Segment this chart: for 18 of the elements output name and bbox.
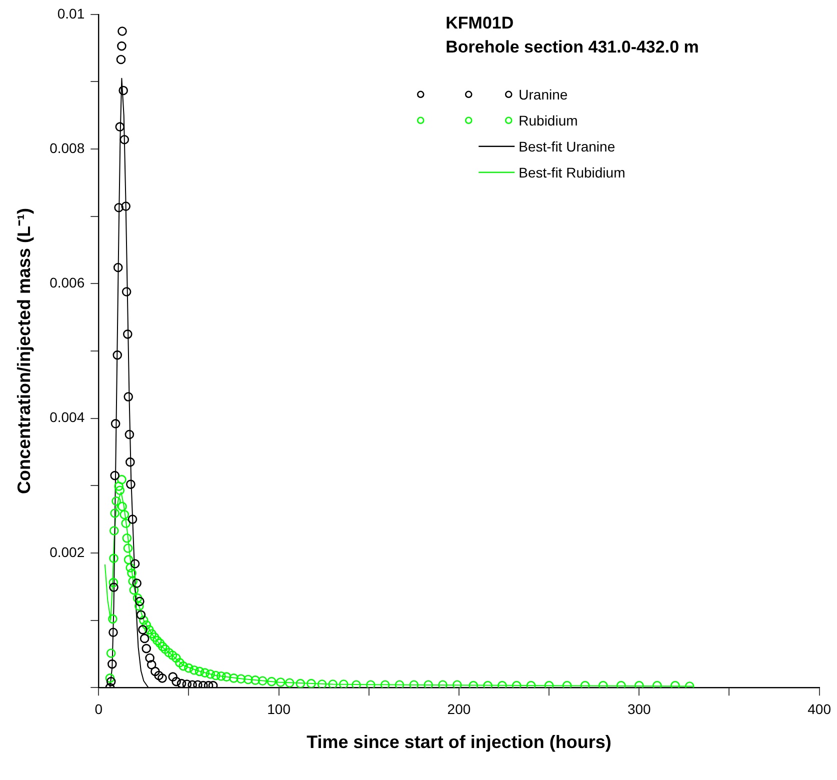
- y-tick-label: 0.006: [50, 274, 85, 291]
- x-tick-label: 0: [94, 700, 103, 717]
- y-axis-title: Concentration/injected mass (L⁻¹): [14, 208, 34, 494]
- legend-label: Uranine: [518, 86, 568, 102]
- y-tick-label: 0.008: [50, 140, 85, 156]
- x-axis-title: Time since start of injection (hours): [306, 732, 612, 752]
- x-tick-label: 300: [627, 700, 652, 717]
- x-tick-label: 200: [447, 700, 471, 717]
- text: Borehole section 431.0-432.0 m: [446, 37, 699, 56]
- y-tick-label: 0.01: [57, 5, 85, 22]
- legend-label: Rubidium: [518, 112, 578, 128]
- y-tick-label: 0.004: [50, 409, 85, 426]
- y-tick-label: 0.002: [50, 544, 85, 560]
- x-tick-label: 100: [267, 700, 291, 717]
- x-tick-label: 400: [808, 700, 832, 717]
- chart-title: KFM01D: [446, 13, 514, 32]
- legend-label: Best-fit Rubidium: [518, 164, 626, 180]
- legend-label: Best-fit Uranine: [518, 138, 616, 154]
